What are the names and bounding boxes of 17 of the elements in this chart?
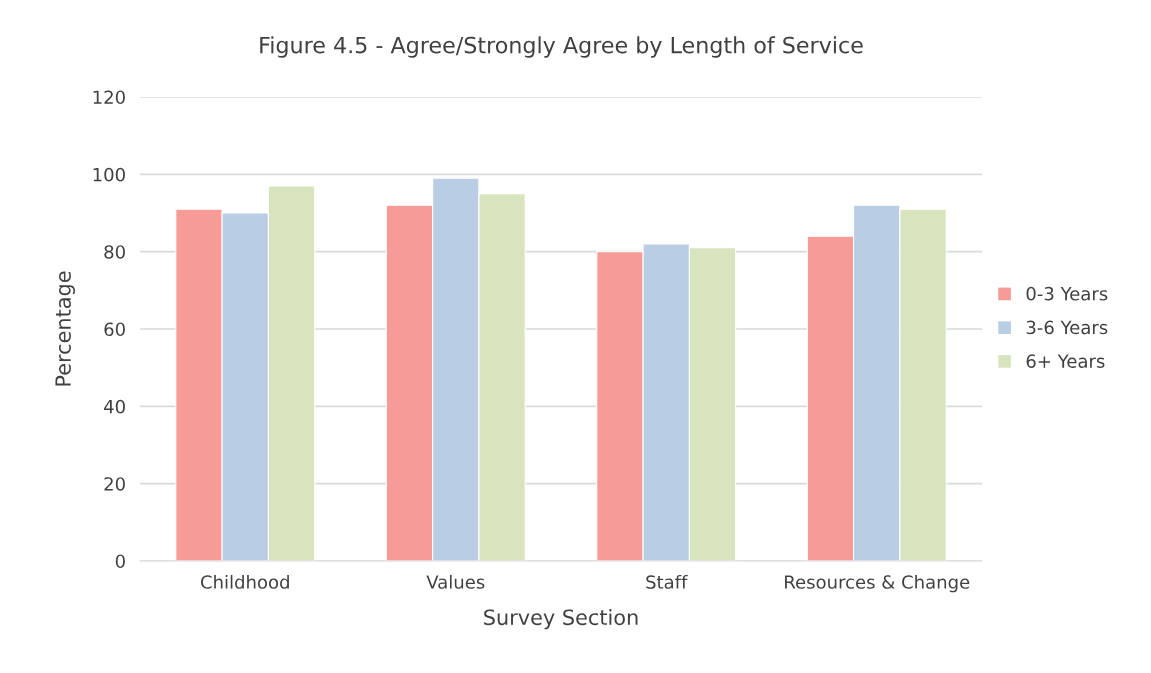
y-tick-label: 80 [104,245,125,259]
y-tick-label: 0 [115,554,125,569]
y-tick-label: 40 [104,399,125,414]
y-tick-label: 120 [93,90,125,105]
x-tick-label: Resources & Change [785,574,970,593]
legend-label: 6+ Years [1026,354,1105,368]
legend-label: 3-6 Years [1026,320,1108,335]
y-tick-label: 100 [93,167,125,182]
y-tick-label: 20 [104,477,125,491]
x-tick-label: Staff [646,574,688,589]
legend-label: 0-3 Years [1026,286,1108,301]
y-axis-title: Percentage [55,271,75,386]
x-axis-title: Survey Section [484,609,638,630]
chart-title: Figure 4.5 - Agree/Strongly Agree by Length of Service [260,36,863,58]
x-tick-label: Values [426,574,485,589]
y-tick-label: 60 [104,322,125,337]
x-tick-label: Childhood [200,574,289,589]
